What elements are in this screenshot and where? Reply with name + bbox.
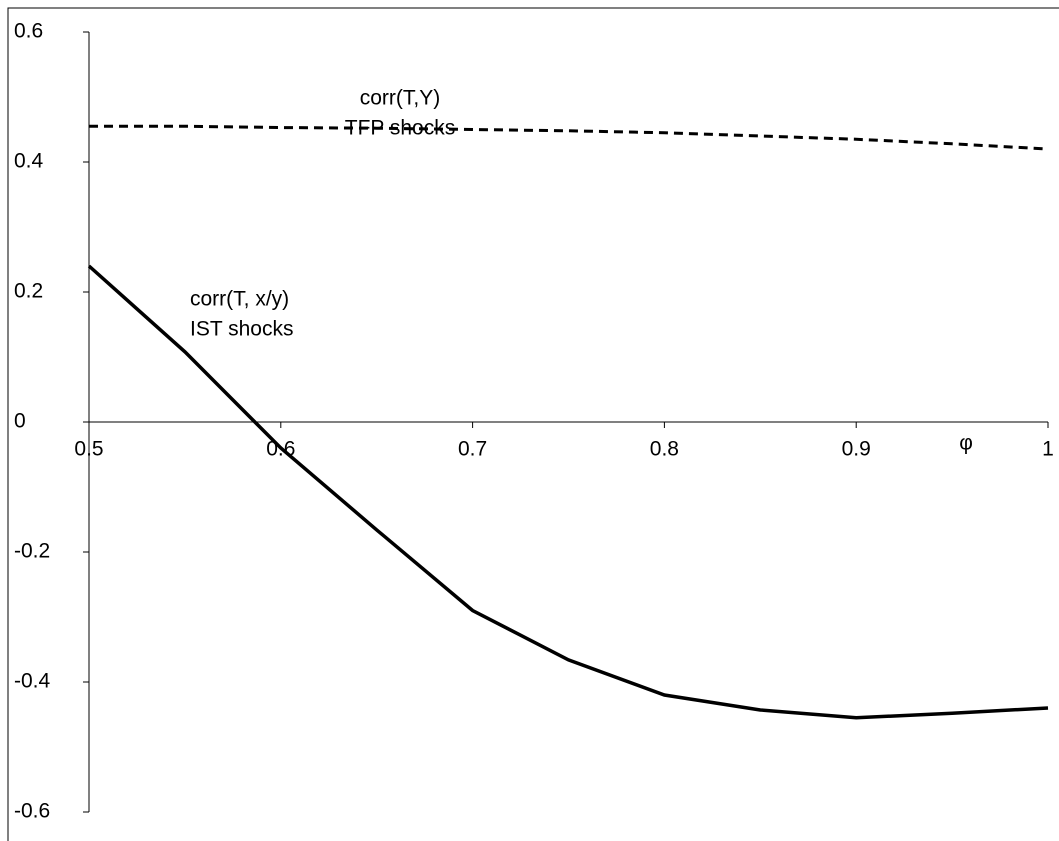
- y-tick-label: -0.6: [14, 800, 50, 823]
- x-tick-label: 0.9: [842, 438, 871, 461]
- annotation: corr(T,Y): [360, 87, 441, 110]
- x-tick-label: 0.8: [650, 438, 679, 461]
- y-tick-label: 0: [14, 410, 26, 433]
- y-tick-label: 0.4: [14, 150, 44, 173]
- x-tick-label: 1: [1042, 438, 1054, 461]
- y-tick-label: -0.2: [14, 540, 50, 563]
- line-series: [89, 124, 1049, 151]
- annotation: TFP shocks: [345, 117, 455, 140]
- annotation: IST shocks: [190, 318, 293, 341]
- x-axis-label: φ: [959, 432, 973, 455]
- line-series: [87, 264, 1049, 720]
- x-tick-label: 0.7: [458, 438, 487, 461]
- y-tick-label: -0.4: [14, 670, 51, 693]
- y-tick-label: 0.2: [14, 280, 43, 303]
- x-tick-label: 0.5: [74, 438, 103, 461]
- y-tick-label: 0.6: [14, 20, 43, 43]
- annotation: corr(T, x/y): [190, 288, 289, 311]
- frame: [7, 7, 1059, 841]
